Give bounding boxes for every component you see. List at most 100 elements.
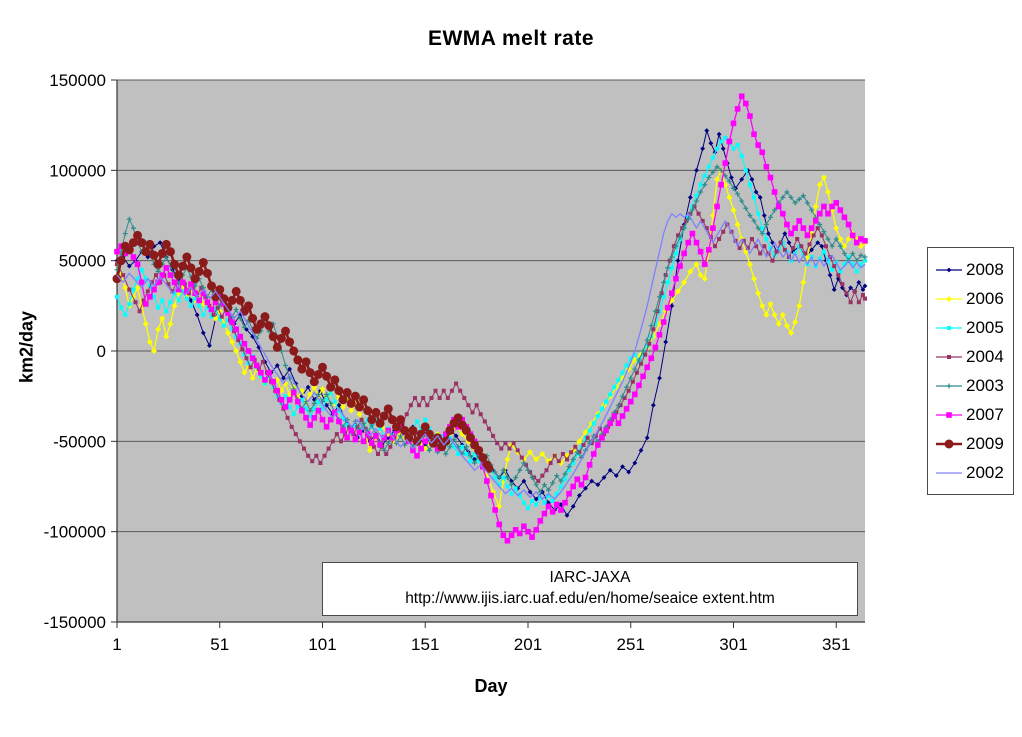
marker bbox=[863, 258, 867, 263]
marker bbox=[648, 355, 655, 362]
marker bbox=[720, 146, 726, 152]
marker bbox=[517, 467, 523, 473]
marker bbox=[281, 326, 291, 336]
marker bbox=[230, 327, 235, 332]
marker bbox=[225, 318, 230, 323]
marker bbox=[767, 214, 773, 220]
marker bbox=[423, 417, 428, 422]
marker bbox=[264, 321, 274, 331]
marker bbox=[947, 354, 951, 359]
legend-item-2003: 2003 bbox=[935, 371, 1013, 400]
marker bbox=[701, 275, 708, 282]
legend-marker-2008 bbox=[936, 267, 962, 272]
marker bbox=[639, 361, 644, 366]
marker bbox=[305, 384, 311, 390]
marker bbox=[766, 231, 771, 236]
marker bbox=[164, 309, 169, 314]
marker bbox=[562, 499, 568, 506]
marker bbox=[574, 476, 581, 483]
marker bbox=[179, 279, 186, 286]
marker bbox=[486, 426, 491, 431]
legend-item-2009: 2009 bbox=[935, 429, 1013, 458]
marker bbox=[344, 434, 350, 441]
marker bbox=[304, 406, 309, 411]
marker bbox=[576, 493, 582, 498]
marker bbox=[804, 232, 811, 239]
marker bbox=[225, 310, 231, 316]
marker bbox=[558, 502, 564, 507]
marker bbox=[504, 537, 511, 544]
marker bbox=[743, 168, 748, 173]
marker bbox=[361, 424, 366, 429]
marker bbox=[231, 286, 241, 296]
marker bbox=[544, 468, 549, 473]
marker bbox=[746, 261, 753, 268]
marker bbox=[693, 198, 699, 204]
marker bbox=[603, 427, 609, 434]
marker bbox=[278, 396, 285, 403]
marker bbox=[122, 231, 128, 237]
marker bbox=[730, 120, 737, 127]
marker bbox=[825, 210, 831, 217]
marker bbox=[391, 422, 401, 432]
marker bbox=[833, 236, 839, 242]
marker bbox=[166, 282, 171, 287]
marker bbox=[638, 447, 644, 453]
marker bbox=[764, 236, 769, 241]
marker bbox=[782, 231, 788, 236]
marker bbox=[567, 468, 572, 473]
marker bbox=[581, 442, 586, 447]
marker bbox=[775, 203, 782, 210]
marker bbox=[582, 474, 589, 481]
marker bbox=[443, 451, 449, 457]
marker bbox=[495, 441, 500, 446]
marker bbox=[833, 200, 840, 206]
y-tick-label: -50000 bbox=[53, 432, 106, 451]
marker bbox=[528, 470, 533, 475]
marker bbox=[176, 298, 181, 303]
marker bbox=[837, 243, 843, 249]
marker bbox=[170, 259, 180, 269]
marker bbox=[200, 290, 207, 296]
marker bbox=[527, 489, 533, 495]
marker bbox=[170, 289, 175, 294]
marker bbox=[697, 272, 704, 279]
marker bbox=[202, 268, 212, 278]
marker bbox=[821, 203, 827, 210]
marker bbox=[619, 413, 626, 419]
marker bbox=[862, 283, 868, 289]
marker bbox=[499, 446, 504, 451]
marker bbox=[706, 164, 711, 169]
marker bbox=[274, 363, 280, 368]
marker bbox=[515, 448, 520, 453]
marker bbox=[511, 441, 516, 446]
marker bbox=[270, 378, 276, 385]
marker bbox=[632, 460, 638, 466]
marker bbox=[159, 272, 166, 278]
marker bbox=[513, 486, 518, 491]
marker bbox=[756, 211, 761, 216]
marker bbox=[213, 307, 218, 312]
marker bbox=[849, 232, 856, 239]
marker bbox=[537, 518, 544, 524]
marker bbox=[624, 363, 629, 368]
marker bbox=[665, 265, 671, 271]
marker bbox=[661, 279, 667, 285]
marker bbox=[783, 322, 790, 329]
marker bbox=[338, 439, 343, 444]
marker bbox=[237, 315, 243, 321]
marker bbox=[266, 369, 272, 376]
marker bbox=[115, 294, 119, 299]
marker bbox=[616, 377, 621, 382]
marker bbox=[946, 267, 952, 272]
legend-label-2002: 2002 bbox=[966, 462, 1004, 482]
marker bbox=[573, 444, 578, 449]
marker bbox=[116, 256, 126, 266]
marker bbox=[540, 473, 545, 478]
marker bbox=[795, 236, 800, 241]
marker bbox=[677, 234, 683, 240]
marker bbox=[838, 269, 843, 274]
marker bbox=[780, 194, 786, 200]
marker bbox=[384, 451, 389, 456]
marker bbox=[345, 423, 350, 428]
